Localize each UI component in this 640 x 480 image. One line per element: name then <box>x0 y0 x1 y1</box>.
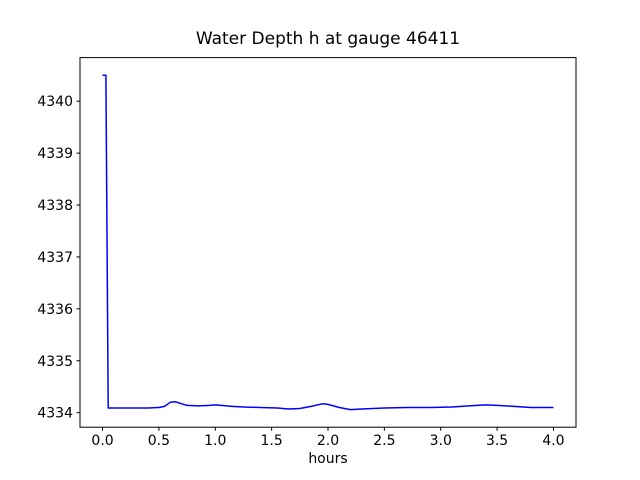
y-tick-label: 4336 <box>37 302 73 318</box>
x-tick-label: 2.5 <box>373 433 395 449</box>
x-tick-label: 1.0 <box>204 433 226 449</box>
y-axis-ticks <box>76 100 80 414</box>
x-tick-label: 0.0 <box>91 433 113 449</box>
y-tick-label: 4339 <box>37 146 73 162</box>
y-tick-label: 4334 <box>37 406 73 422</box>
y-tick-label: 4335 <box>37 354 73 370</box>
x-tick-label: 3.0 <box>430 433 452 449</box>
x-tick-label: 0.5 <box>148 433 170 449</box>
x-axis-ticklabels: 0.0 0.5 1.0 1.5 2.0 2.5 3.0 3.5 4.0 <box>91 433 564 449</box>
x-axis-ticks <box>102 427 554 431</box>
y-tick-label: 4337 <box>37 250 73 266</box>
y-axis-ticklabels: 4334 4335 4336 4337 4338 4339 4340 <box>37 94 73 421</box>
plot-area <box>80 57 576 428</box>
y-tick-label: 4340 <box>37 94 73 110</box>
x-tick-label: 4.0 <box>542 433 564 449</box>
axes-spines <box>79 57 577 428</box>
chart-title: Water Depth h at gauge 46411 <box>196 29 460 49</box>
water-depth-line-series <box>102 74 554 411</box>
x-tick-label: 2.0 <box>317 433 339 449</box>
x-axis-label: hours <box>308 451 347 467</box>
y-tick-label: 4338 <box>37 198 73 214</box>
x-tick-label: 1.5 <box>261 433 283 449</box>
x-tick-label: 3.5 <box>486 433 508 449</box>
